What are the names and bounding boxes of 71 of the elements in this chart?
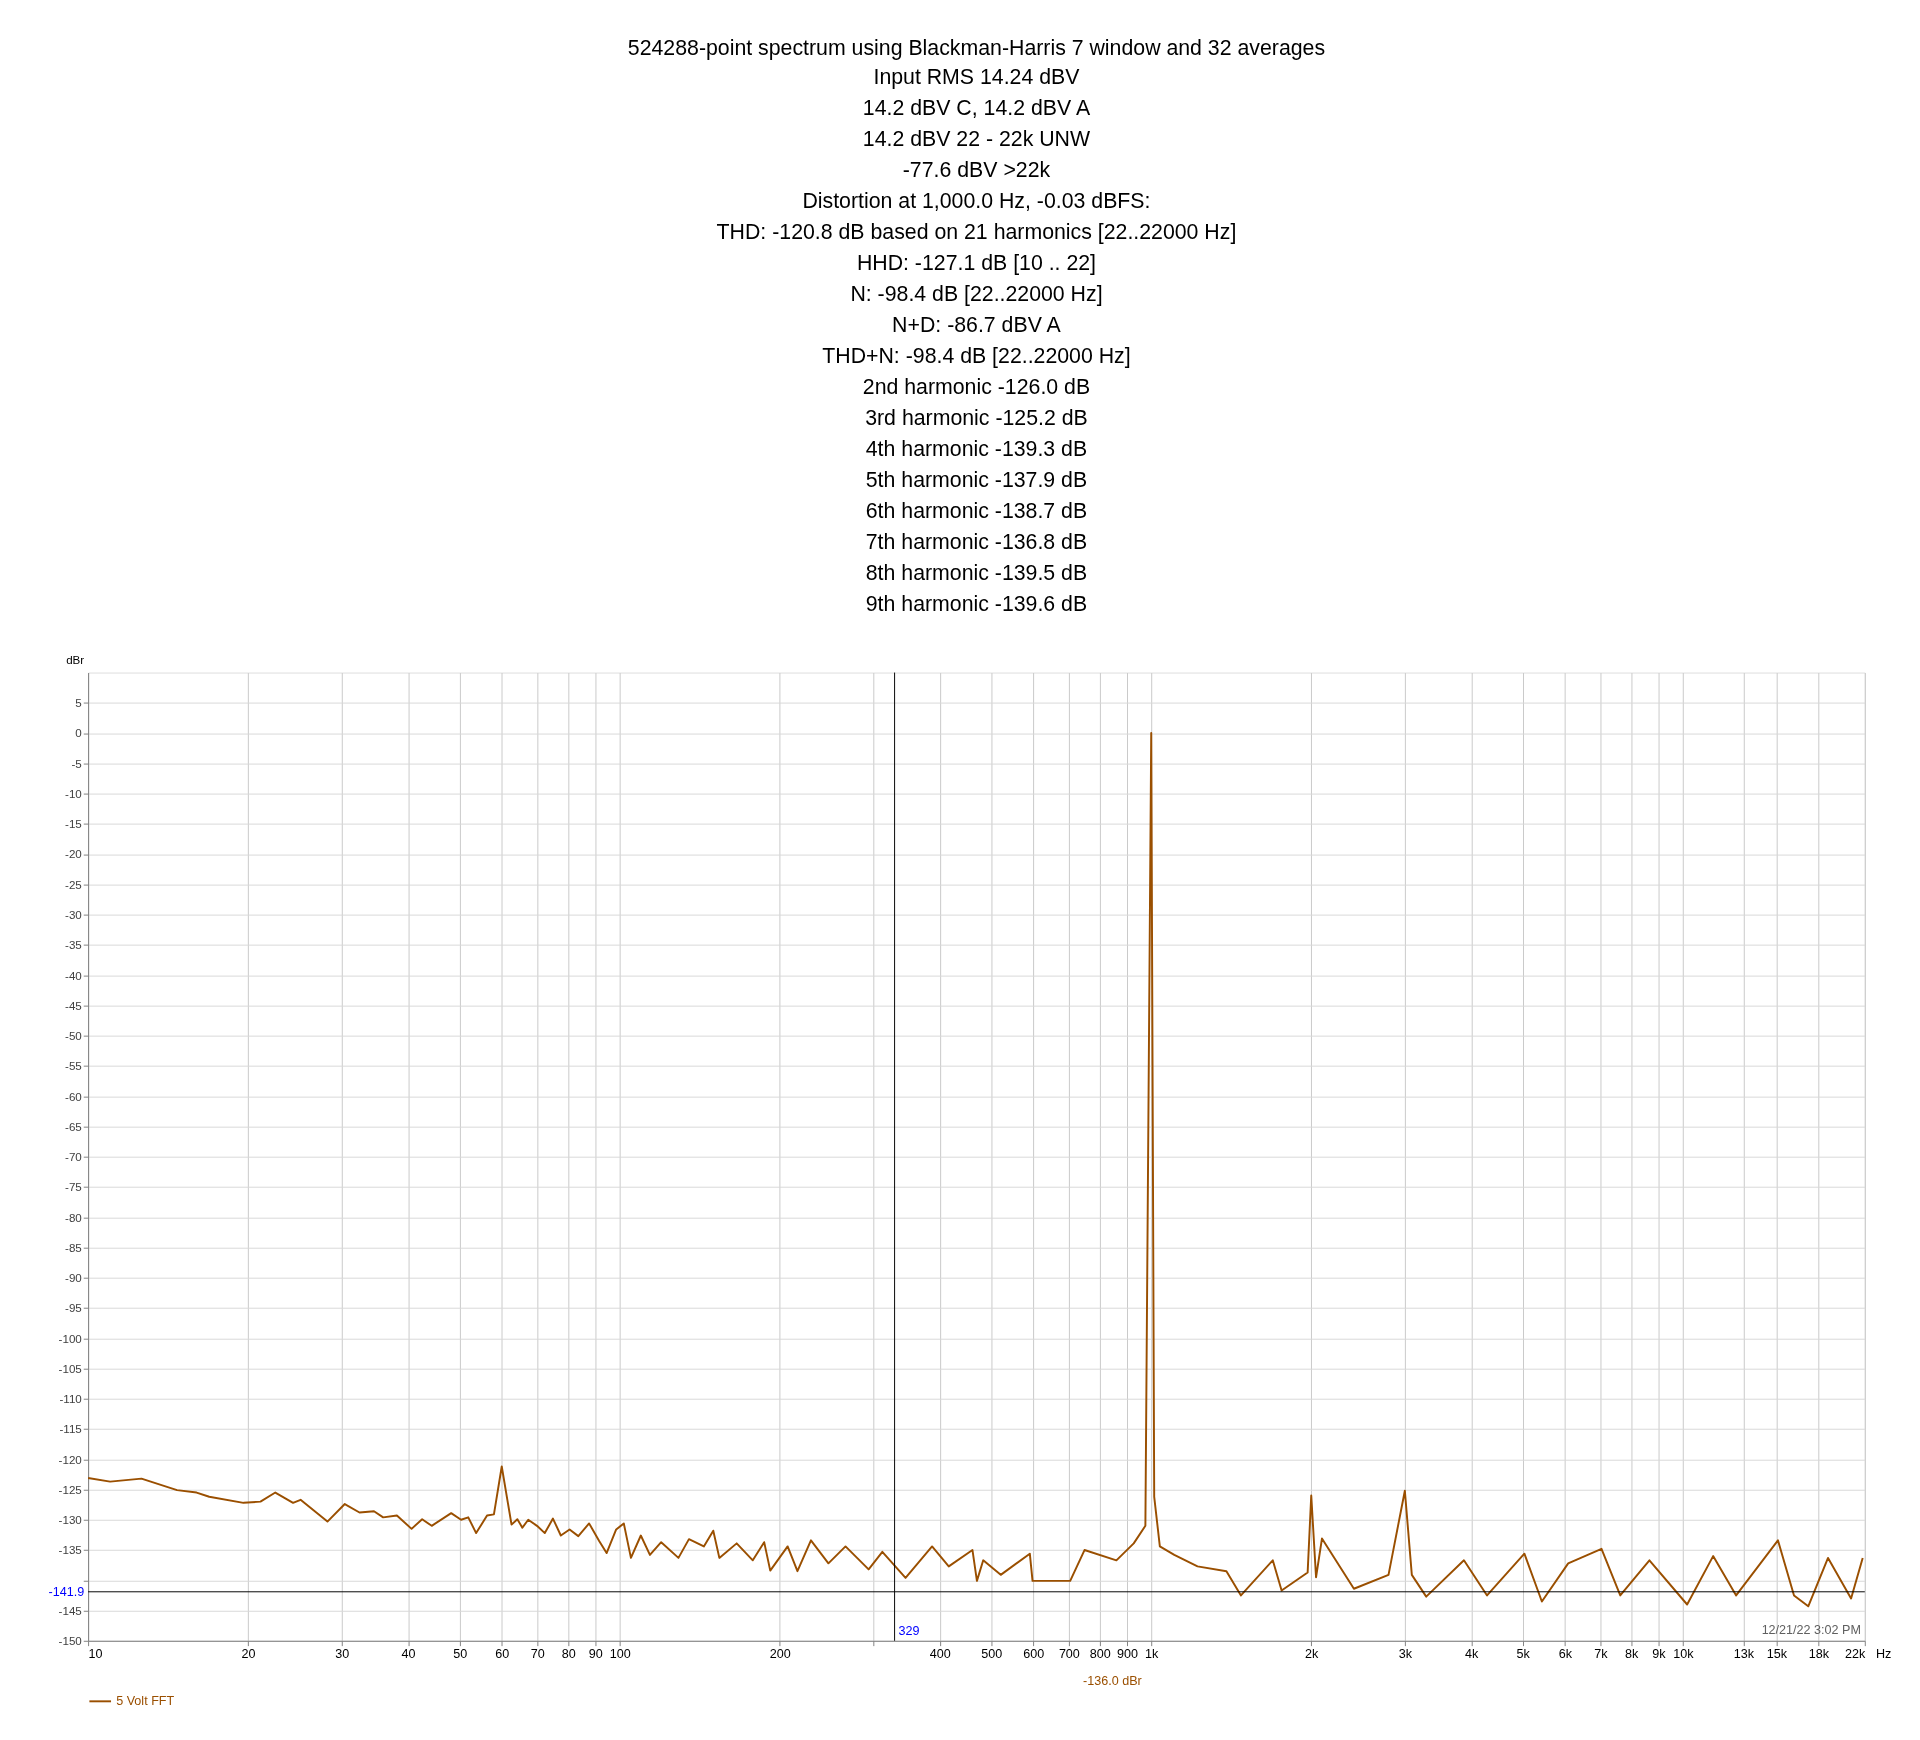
x-tick-label: 20 [241,1646,256,1661]
x-tick-label: 6k [1558,1646,1573,1661]
y-tick-label: -60 [65,1089,82,1103]
ref-line-label: -141.9 [48,1584,85,1599]
y-tick-label: -40 [65,968,82,982]
x-tick-label: 18k [1808,1646,1830,1661]
x-tick-label: 15k [1766,1646,1788,1661]
x-tick-label: 500 [981,1646,1003,1661]
x-tick-label: 90 [588,1646,603,1661]
y-tick-label: 5 [75,696,82,710]
y-tick-label: -90 [65,1271,82,1285]
x-tick-label: 8k [1625,1646,1640,1661]
x-tick-label: 10k [1673,1646,1695,1661]
text: -136.0 dBr [1083,1674,1142,1689]
x-tick-label: 100 [609,1646,631,1661]
y-tick-label: -75 [65,1180,82,1194]
y-tick-label: -85 [65,1240,82,1254]
y-tick-label: -55 [65,1059,82,1073]
x-tick-label: 30 [335,1646,350,1661]
y-tick-label: -100 [58,1331,82,1345]
y-tick-label: -35 [65,938,82,952]
y-tick-label: -80 [65,1210,82,1224]
annotation: 12/21/22 3:02 PM [1761,1623,1861,1638]
x-tick-label: 4k [1465,1646,1480,1661]
x-tick-label: 3k [1398,1646,1413,1661]
x-tick-label: 50 [453,1646,468,1661]
y-tick-label: -150 [58,1634,82,1648]
x-tick-label: 7k [1594,1646,1609,1661]
y-tick-label: -105 [58,1361,82,1375]
y-tick-label: -120 [58,1452,82,1466]
text: Input RMS 14.24 dBV 14.2 dBV C, 14.2 dBV A 14.2 dBV 22 - 22k UNW -77.6 dBV >22k Distortion at 1,000.0 Hz, -0.03 dBFS: THD: -120.8 dB based on 21 harmonics [22..22000 Hz] HHD: -127.1 dB [10 .. 22] N: -98.4 dB [22..22000 Hz] N+D: -86.7 dBV A THD+N: -98.4 dB [22..22000 Hz] 2nd harmonic -126.0 dB 3rd harmonic -125.2 dB 4th harmonic -139.3 dB 5th harmonic -137.9 dB 6th harmonic -138.7 dB 7th harmonic -136.8 dB 8th harmonic -139.5 dB 9th harmonic -139.6 dB [716,64,1237,616]
x-tick-label: 40 [401,1646,416,1661]
x-tick-label: 5k [1516,1646,1531,1661]
y-tick-label: -25 [65,877,82,891]
y-tick-label: -130 [58,1513,82,1527]
x-tick-label: 1k [1145,1646,1160,1661]
x-tick-label: 700 [1058,1646,1080,1661]
x-tick-label: 200 [769,1646,791,1661]
x-tick-label: 9k [1652,1646,1667,1661]
y-tick-label: -20 [65,847,82,861]
y-tick-label: -145 [58,1603,82,1617]
y-tick-label: -95 [65,1301,82,1315]
x-tick-label: 13k [1733,1646,1755,1661]
y-tick-label: -50 [65,1029,82,1043]
x-tick-label: 60 [495,1646,510,1661]
y-tick-label: -30 [65,907,82,921]
x-tick-label: 800 [1089,1646,1111,1661]
x-tick-label: 22k [1845,1646,1866,1661]
x-tick-label: 600 [1023,1646,1045,1661]
x-tick-label: 900 [1116,1646,1138,1661]
chart-title: 524288-point spectrum using Blackman-Harris 7 window and 32 averages [627,35,1326,60]
legend-label: 5 Volt FFT [116,1694,175,1709]
y-tick-label: -110 [59,1392,82,1406]
x-tick-label: 400 [929,1646,951,1661]
y-tick-label: -115 [59,1422,82,1436]
y-tick-label: -5 [71,756,82,770]
y-tick-label: -70 [65,1150,82,1164]
y-tick-label: 0 [75,726,82,740]
y-tick-label: -135 [58,1543,82,1557]
y-axis-title: dBr [66,652,85,666]
x-tick-label: 70 [530,1646,545,1661]
y-tick-label: -45 [65,998,82,1012]
y-tick-label: -65 [65,1119,82,1133]
x-tick-label: 80 [561,1646,576,1661]
x-tick-label: 2k [1305,1646,1320,1661]
y-tick-label: -125 [58,1482,82,1496]
ref-line-label: 329 [898,1624,920,1638]
y-tick-label: -15 [65,817,82,831]
y-tick-label: -10 [65,786,82,800]
x-axis-title: Hz [1875,1646,1892,1661]
x-tick-label: 10 [88,1646,103,1661]
